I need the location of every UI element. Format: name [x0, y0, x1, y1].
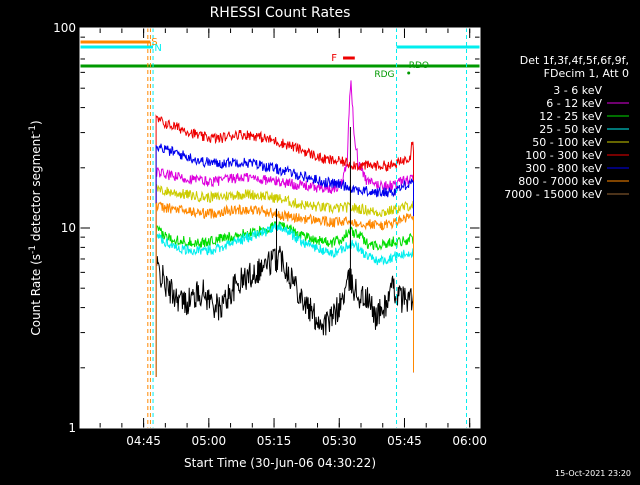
flare-marker-label: F — [331, 53, 337, 64]
series-line-6-12keV — [155, 80, 414, 377]
rdg-marker-label: RDG — [374, 70, 394, 80]
legend-entry-label: 300 - 800 keV — [525, 162, 602, 175]
legend-entry-label: 3 - 6 keV — [553, 84, 602, 97]
rdg-point — [407, 71, 411, 75]
y-axis-label-end: ) — [29, 120, 43, 125]
series-line-300-800keV — [155, 143, 414, 377]
legend-entry-label: 6 - 12 keV — [546, 97, 602, 110]
y-tick-label: 1 — [68, 421, 76, 435]
x-tick-label: 05:00 — [192, 434, 227, 448]
y-axis-label-sup1: -1 — [28, 245, 38, 254]
y-tick-label: 10 — [61, 221, 76, 235]
chart-title: RHESSI Count Rates — [210, 5, 351, 21]
y-axis-label: Count Rate (s-1 detector segment-1) — [28, 120, 43, 335]
x-tick-label: 05:30 — [322, 434, 357, 448]
plot-frame — [79, 27, 481, 429]
y-axis-label-sup2: -1 — [28, 125, 38, 134]
x-tick-label: 05:45 — [387, 434, 422, 448]
legend-entry-label: 50 - 100 keV — [532, 136, 602, 149]
legend-entry-label: 25 - 50 keV — [539, 123, 602, 136]
series-group — [155, 80, 414, 377]
series-line-50-100keV — [155, 183, 414, 377]
legend-entry-label: 12 - 25 keV — [539, 110, 602, 123]
x-tick-label: 06:00 — [452, 434, 487, 448]
legend-entry-label: 100 - 300 keV — [525, 149, 602, 162]
y-axis-label-mid: detector segment — [29, 134, 43, 245]
legend-header-line-2: FDecim 1, Att 0 — [544, 67, 629, 80]
annotations: SN F RDG RDO — [80, 28, 480, 428]
series-line-25-50keV — [155, 222, 414, 377]
x-tick-label: 05:15 — [257, 434, 292, 448]
y-axis-label-main: Count Rate (s — [29, 254, 43, 336]
footer-timestamp: 15-Oct-2021 23:20 — [555, 469, 631, 478]
x-axis-label: Start Time (30-Jun-06 04:30:22) — [184, 456, 376, 470]
rdo-marker-label: RDO — [409, 61, 429, 71]
legend-header-line-1: Det 1f,3f,4f,5f,6f,9f, — [520, 54, 629, 67]
legend-entry-label: 800 - 7000 keV — [518, 175, 602, 188]
x-tick-label: 04:45 — [126, 434, 161, 448]
legend-entry-label: 7000 - 15000 keV — [504, 188, 602, 201]
night-marker-label: N — [154, 43, 161, 54]
series-line-100-300keV — [155, 114, 414, 377]
saa-marker-label: S — [151, 37, 157, 48]
series-line-12-25keV — [155, 221, 414, 377]
series-line-3-6keV — [155, 245, 414, 377]
y-tick-label: 100 — [53, 21, 76, 35]
series-line-800-7000keV — [155, 201, 414, 377]
